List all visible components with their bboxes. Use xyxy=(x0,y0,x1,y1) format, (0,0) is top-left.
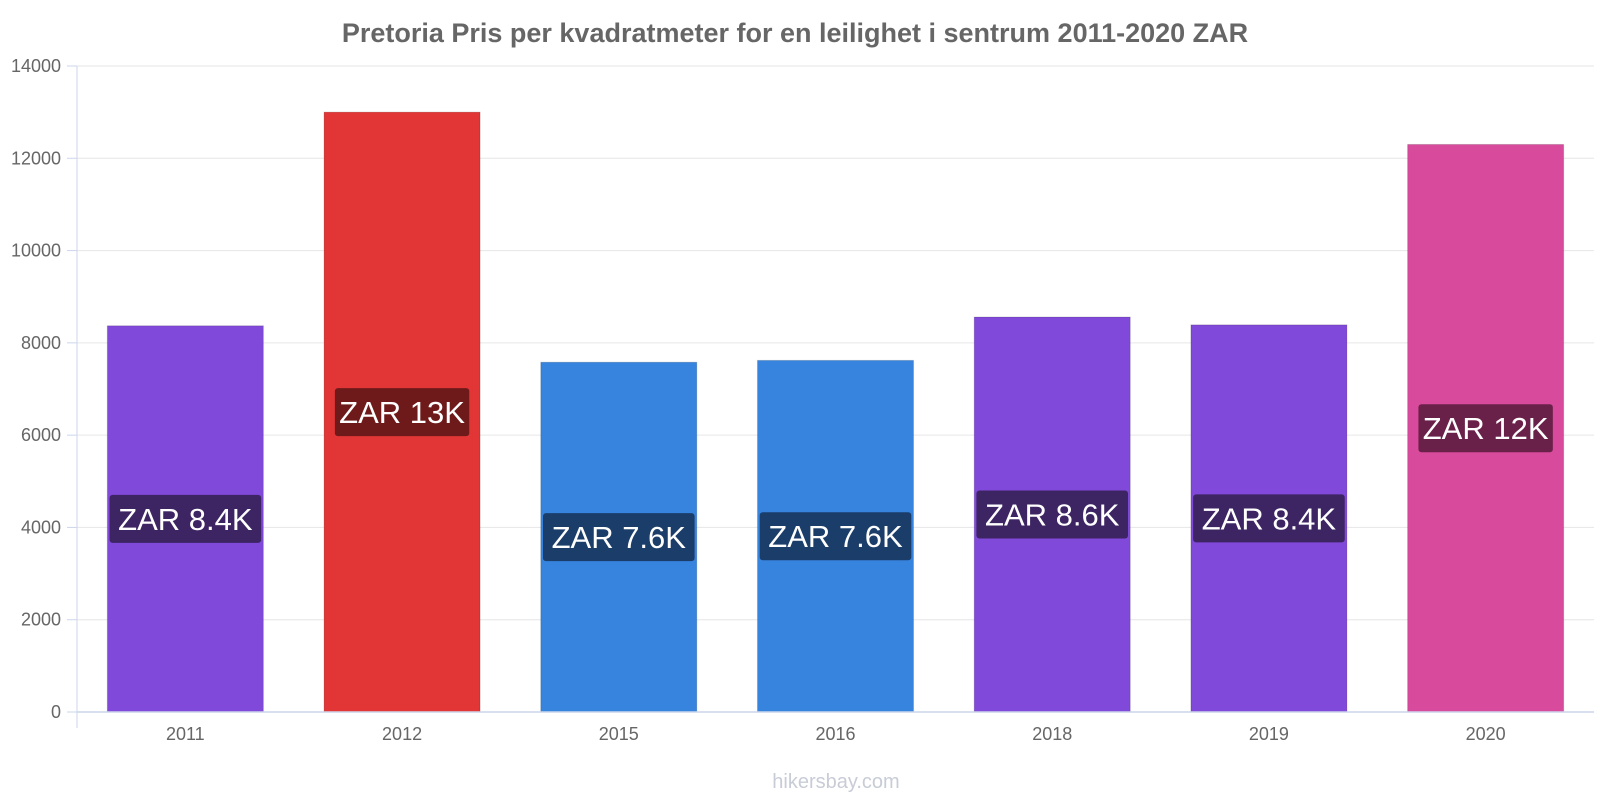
y-tick-label: 14000 xyxy=(11,56,61,76)
data-label-2019: ZAR 8.4K xyxy=(1193,494,1345,543)
y-tick-label: 0 xyxy=(51,702,61,722)
x-tick-label: 2020 xyxy=(1466,724,1506,744)
data-label-2011: ZAR 8.4K xyxy=(109,494,262,543)
y-tick-label: 2000 xyxy=(21,610,61,630)
watermark: hikersbay.com xyxy=(772,771,899,793)
data-label-box xyxy=(542,513,695,562)
x-tick-label: 2015 xyxy=(599,724,639,744)
y-tick-label: 6000 xyxy=(21,425,61,445)
data-label-text: ZAR 8.6K xyxy=(985,498,1120,533)
data-label-text: ZAR 7.6K xyxy=(768,519,903,554)
x-tick-label: 2018 xyxy=(1032,724,1072,744)
data-labels: ZAR 8.4K ZAR 13K ZAR 7.6K ZAR 7.6K ZAR 8.6K Z… xyxy=(109,388,1553,562)
data-label-text: ZAR 13K xyxy=(339,395,465,430)
data-label-2012: ZAR 13K xyxy=(334,388,470,437)
y-tick-label: 10000 xyxy=(11,241,61,261)
y-tick-label: 12000 xyxy=(11,148,61,168)
chart-title: Pretoria Pris per kvadratmeter for en le… xyxy=(342,18,1248,48)
x-tick-label: 2012 xyxy=(382,724,422,744)
data-label-2016: ZAR 7.6K xyxy=(759,512,912,561)
data-label-text: ZAR 7.6K xyxy=(552,520,687,555)
x-tick-label: 2011 xyxy=(166,724,205,744)
data-label-text: ZAR 8.4K xyxy=(118,502,253,537)
y-tick-label: 8000 xyxy=(21,333,61,353)
y-axis-ticks: 0 2000 4000 6000 8000 10000 12000 14000 xyxy=(11,56,77,722)
data-label-2020: ZAR 12K xyxy=(1418,404,1553,453)
data-label-box xyxy=(1193,494,1345,543)
bars xyxy=(106,111,1565,713)
data-label-box xyxy=(976,490,1129,539)
data-label-box xyxy=(759,512,912,561)
data-label-text: ZAR 12K xyxy=(1423,411,1549,446)
y-tick-label: 4000 xyxy=(21,517,61,537)
x-axis-ticks: 2011 2012 2015 2016 2018 2019 2020 xyxy=(166,724,1506,744)
data-label-box xyxy=(334,388,470,437)
x-tick-label: 2016 xyxy=(815,724,855,744)
data-label-box xyxy=(109,494,262,543)
data-label-2018: ZAR 8.6K xyxy=(976,490,1129,539)
x-tick-label: 2019 xyxy=(1249,724,1289,744)
data-label-text: ZAR 8.4K xyxy=(1202,501,1337,536)
data-label-box xyxy=(1418,404,1553,453)
data-label-2015: ZAR 7.6K xyxy=(542,513,695,562)
